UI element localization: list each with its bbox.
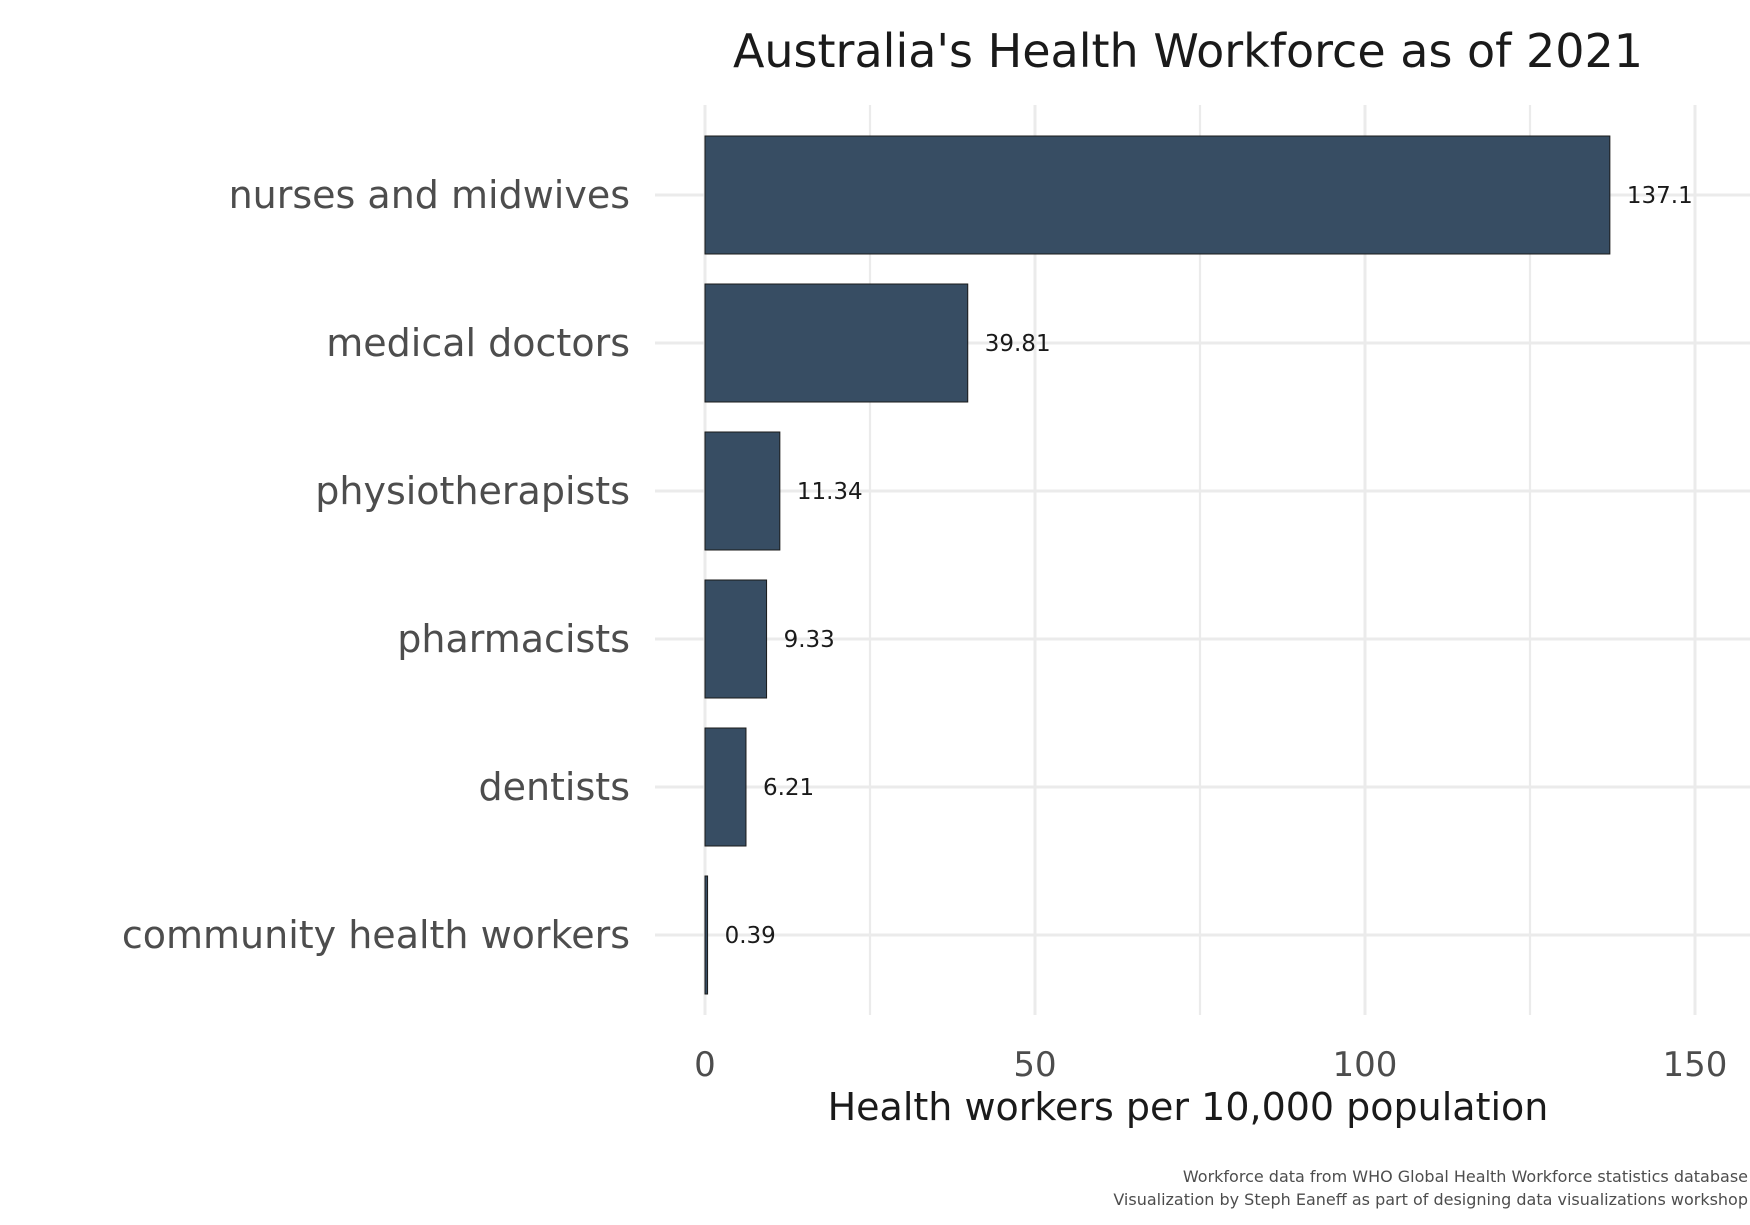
x-tick-label: 100 [1333, 1045, 1398, 1085]
bars [704, 135, 1611, 995]
x-tick-label: 50 [1013, 1045, 1056, 1085]
x-tick-labels: 0 50 100 150 [694, 1045, 1727, 1085]
x-tick-label: 150 [1663, 1045, 1728, 1085]
category-label: community health workers [122, 913, 630, 957]
category-label: medical doctors [326, 321, 630, 365]
value-label: 39.81 [985, 331, 1051, 357]
bar-medical-doctors [704, 283, 969, 403]
chart-title: Australia's Health Workforce as of 2021 [733, 24, 1643, 78]
bar-dentists [704, 727, 747, 847]
caption-source: Workforce data from WHO Global Health Wo… [1183, 1167, 1748, 1186]
category-labels: nurses and midwives medical doctors physio… [122, 173, 630, 957]
category-label: nurses and midwives [229, 173, 630, 217]
category-label: pharmacists [397, 617, 630, 661]
category-label: dentists [478, 765, 630, 809]
value-labels: 137.1 39.81 11.34 9.33 6.21 0.39 [725, 183, 1693, 949]
x-axis-title: Health workers per 10,000 population [828, 1085, 1549, 1129]
value-label: 9.33 [784, 627, 835, 653]
category-label: physiotherapists [315, 469, 630, 513]
grid-lines [655, 105, 1750, 1015]
caption-credit: Visualization by Steph Eaneff as part of… [1113, 1190, 1748, 1209]
value-label: 0.39 [725, 923, 776, 949]
value-label: 6.21 [763, 775, 814, 801]
value-label: 11.34 [797, 479, 863, 505]
value-label: 137.1 [1627, 183, 1693, 209]
bar-community-health-workers [704, 875, 709, 995]
x-tick-label: 0 [694, 1045, 716, 1085]
bar-nurses-and-midwives [704, 135, 1611, 255]
bar-pharmacists [704, 579, 768, 699]
bar-physiotherapists [704, 431, 781, 551]
